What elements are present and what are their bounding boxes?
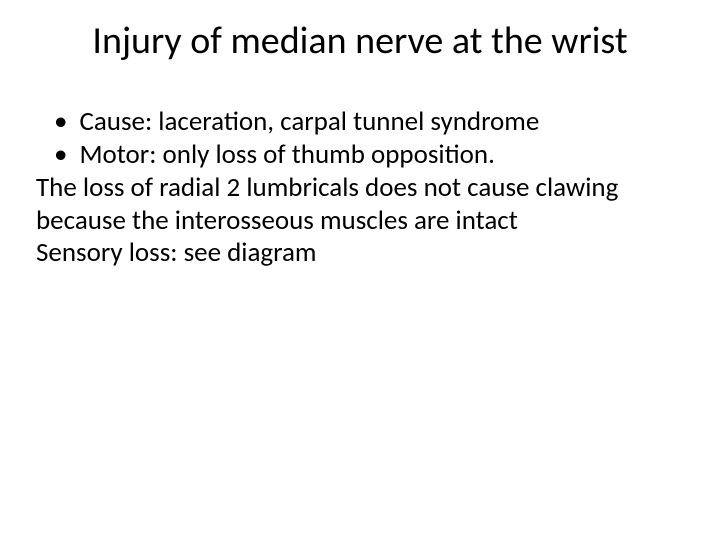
body-paragraph: The loss of radial 2 lumbricals does not… [36,172,688,238]
bullet-item: • Motor: only loss of thumb opposition. [36,139,688,172]
slide-body: • Cause: laceration, carpal tunnel syndr… [32,106,688,271]
bullet-text: Cause: laceration, carpal tunnel syndrom… [79,106,688,139]
slide-title: Injury of median nerve at the wrist [32,20,688,64]
slide: Injury of median nerve at the wrist • Ca… [0,0,720,540]
bullet-dot-icon: • [54,139,67,172]
bullet-item: • Cause: laceration, carpal tunnel syndr… [36,106,688,139]
bullet-dot-icon: • [54,106,67,139]
body-paragraph: Sensory loss: see diagram [36,237,688,270]
bullet-text: Motor: only loss of thumb opposition. [79,139,688,172]
